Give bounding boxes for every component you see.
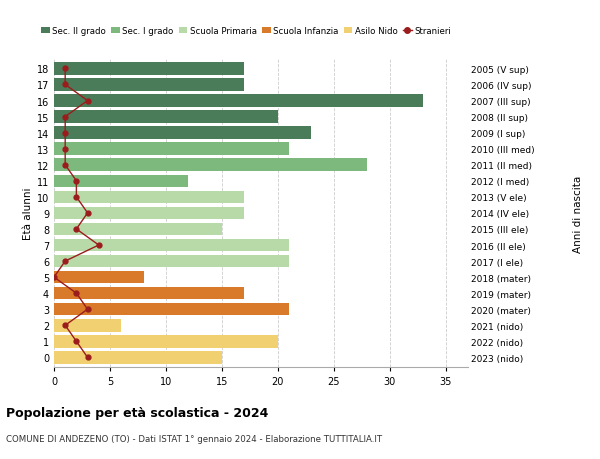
Bar <box>54 79 244 91</box>
Bar <box>54 63 244 76</box>
Text: Popolazione per età scolastica - 2024: Popolazione per età scolastica - 2024 <box>6 406 268 419</box>
Bar <box>54 159 367 172</box>
Bar <box>54 191 244 204</box>
Bar <box>54 351 222 364</box>
Bar <box>54 255 289 268</box>
Bar <box>54 223 222 236</box>
Bar <box>54 207 244 220</box>
Bar <box>54 111 278 123</box>
Bar <box>54 239 289 252</box>
Legend: Sec. II grado, Sec. I grado, Scuola Primaria, Scuola Infanzia, Asilo Nido, Stran: Sec. II grado, Sec. I grado, Scuola Prim… <box>38 24 454 40</box>
Text: COMUNE DI ANDEZENO (TO) - Dati ISTAT 1° gennaio 2024 - Elaborazione TUTTITALIA.I: COMUNE DI ANDEZENO (TO) - Dati ISTAT 1° … <box>6 434 382 443</box>
Y-axis label: Età alunni: Età alunni <box>23 187 32 240</box>
Bar <box>54 175 188 188</box>
Bar <box>54 143 289 156</box>
Bar <box>54 127 311 140</box>
Bar <box>54 95 423 107</box>
Bar <box>54 336 278 348</box>
Bar <box>54 303 289 316</box>
Bar <box>54 287 244 300</box>
Bar <box>54 271 143 284</box>
Y-axis label: Anni di nascita: Anni di nascita <box>573 175 583 252</box>
Bar <box>54 319 121 332</box>
